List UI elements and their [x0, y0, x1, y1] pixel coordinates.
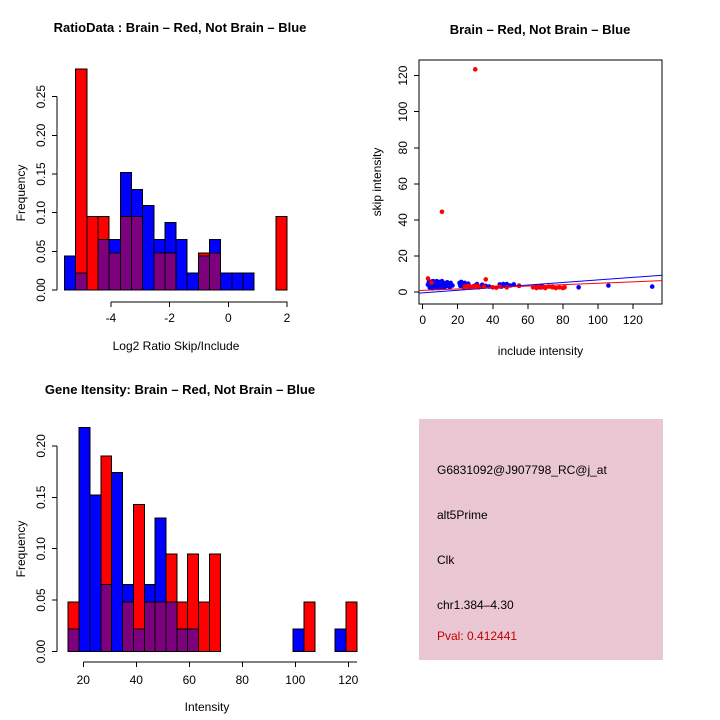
svg-text:0.00: 0.00	[34, 639, 48, 663]
svg-text:0.15: 0.15	[34, 485, 48, 509]
svg-text:-2: -2	[164, 311, 175, 325]
bottom-left-histogram: 0.00 0.05 0.10 0.15 0.20 20 40 60 80 100 120	[34, 426, 359, 687]
svg-text:0.20: 0.20	[34, 123, 48, 147]
gene-intensity-title: Gene Itensity: Brain – Red, Not Brain – …	[44, 382, 316, 397]
svg-text:0.15: 0.15	[34, 162, 48, 186]
scatter-title: Brain – Red, Not Brain – Blue	[449, 22, 631, 37]
ratio-histogram-title: RatioData : Brain – Red, Not Brain – Blu…	[53, 20, 307, 35]
svg-text:100: 100	[396, 101, 410, 121]
svg-text:60: 60	[521, 313, 535, 327]
gene-intensity-xlabel: Intensity	[184, 700, 230, 714]
svg-text:0.05: 0.05	[34, 239, 48, 263]
svg-text:120: 120	[623, 313, 643, 327]
ratio-histogram-xlabel: Log2 Ratio Skip/Include	[112, 339, 240, 353]
svg-text:0.10: 0.10	[34, 537, 48, 561]
svg-text:0: 0	[225, 311, 232, 325]
info-line-pval: Pval: 0.412441	[437, 629, 518, 643]
scatter-xlabel: include intensity	[497, 344, 584, 358]
info-line-probe-id: G6831092@J907798_RC@j_at	[437, 463, 607, 477]
svg-text:-4: -4	[106, 311, 117, 325]
svg-text:120: 120	[396, 65, 410, 85]
svg-text:100: 100	[588, 313, 608, 327]
svg-text:40: 40	[486, 313, 500, 327]
svg-text:60: 60	[183, 673, 197, 687]
svg-text:0: 0	[419, 313, 426, 327]
svg-text:80: 80	[236, 673, 250, 687]
info-line-gene-symbol: Clk	[437, 553, 455, 567]
svg-text:0.25: 0.25	[34, 85, 48, 109]
svg-text:0.05: 0.05	[34, 588, 48, 612]
svg-text:0: 0	[396, 288, 410, 295]
gene-intensity-ylabel: Frequency	[14, 520, 28, 578]
gene-info-box: G6831092@J907798_RC@j_at alt5Prime Clk c…	[419, 419, 663, 660]
scatter-points-brain	[425, 67, 567, 291]
scatter-plot: 0 20 40 60 80 100 120 0 20 40 60 80 100 120	[396, 59, 663, 327]
svg-text:0.00: 0.00	[34, 278, 48, 302]
svg-text:20: 20	[451, 313, 465, 327]
svg-text:20: 20	[77, 673, 91, 687]
svg-text:100: 100	[285, 673, 305, 687]
scatter-ylabel: skip intensity	[370, 147, 384, 217]
info-line-splice-type: alt5Prime	[437, 508, 488, 522]
top-left-histogram: 0.00 0.05 0.10 0.15 0.20 0.25 -4 -2 0 2	[34, 68, 291, 325]
svg-text:40: 40	[396, 213, 410, 227]
svg-text:20: 20	[396, 249, 410, 263]
svg-text:40: 40	[130, 673, 144, 687]
svg-text:60: 60	[396, 177, 410, 191]
svg-text:0.10: 0.10	[34, 201, 48, 225]
svg-text:80: 80	[556, 313, 570, 327]
info-line-locus: chr1.384–4.30	[437, 598, 514, 612]
svg-text:120: 120	[338, 673, 358, 687]
svg-text:2: 2	[284, 311, 291, 325]
ratio-histogram-ylabel: Frequency	[14, 164, 28, 222]
svg-text:80: 80	[396, 141, 410, 155]
svg-text:0.20: 0.20	[34, 434, 48, 458]
